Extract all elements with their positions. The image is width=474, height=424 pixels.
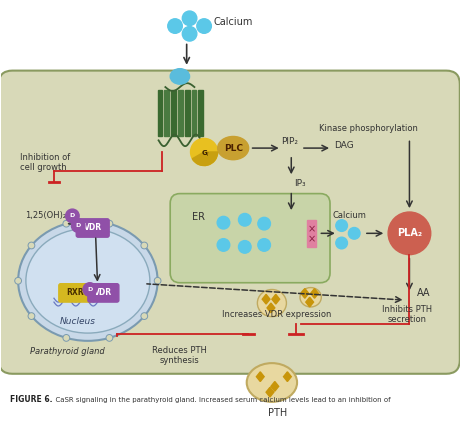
Circle shape — [388, 212, 431, 255]
Bar — [185, 90, 190, 137]
Text: Calcium: Calcium — [333, 212, 367, 220]
Text: D: D — [70, 213, 75, 218]
Bar — [171, 90, 176, 137]
Text: 1,25(OH)₂-D: 1,25(OH)₂-D — [25, 212, 75, 220]
Polygon shape — [310, 289, 319, 298]
Bar — [198, 90, 203, 137]
Polygon shape — [256, 372, 264, 382]
Polygon shape — [266, 388, 274, 397]
Circle shape — [197, 19, 211, 33]
Polygon shape — [306, 297, 313, 307]
Circle shape — [63, 335, 70, 341]
Text: Increases VDR expression: Increases VDR expression — [222, 310, 331, 319]
FancyBboxPatch shape — [59, 284, 92, 302]
Text: D: D — [75, 223, 81, 228]
Text: Parathyroid gland: Parathyroid gland — [30, 347, 104, 356]
Ellipse shape — [170, 69, 190, 84]
Text: FIGURE 6.: FIGURE 6. — [10, 396, 53, 404]
Text: VDR: VDR — [94, 288, 112, 297]
Circle shape — [72, 219, 85, 232]
Circle shape — [238, 213, 251, 226]
Circle shape — [217, 239, 230, 251]
Polygon shape — [262, 294, 270, 304]
Circle shape — [217, 216, 230, 229]
Circle shape — [182, 11, 197, 25]
FancyBboxPatch shape — [170, 194, 330, 283]
Text: PIP₂: PIP₂ — [282, 137, 299, 146]
Circle shape — [191, 138, 218, 165]
Polygon shape — [283, 372, 291, 382]
Text: PTH: PTH — [268, 407, 287, 418]
Text: Inhibition of
cell growth: Inhibition of cell growth — [20, 153, 70, 172]
Ellipse shape — [257, 290, 286, 317]
Bar — [178, 90, 183, 137]
Circle shape — [258, 239, 271, 251]
Text: CaSR signaling in the parathyroid gland. Increased serum calcium levels lead to : CaSR signaling in the parathyroid gland.… — [51, 397, 391, 403]
Circle shape — [83, 283, 97, 296]
Ellipse shape — [26, 229, 150, 333]
Circle shape — [336, 220, 347, 232]
Text: ER: ER — [191, 212, 204, 222]
Circle shape — [238, 240, 251, 253]
FancyBboxPatch shape — [0, 71, 460, 374]
Text: D: D — [87, 287, 92, 292]
Polygon shape — [272, 294, 280, 304]
Bar — [158, 90, 163, 137]
Polygon shape — [271, 382, 279, 391]
Ellipse shape — [246, 363, 297, 402]
Text: AA: AA — [417, 288, 431, 298]
FancyBboxPatch shape — [76, 219, 109, 237]
Circle shape — [15, 277, 21, 284]
Ellipse shape — [18, 221, 158, 341]
Wedge shape — [192, 152, 218, 165]
Bar — [191, 90, 196, 137]
Circle shape — [154, 277, 161, 284]
Bar — [307, 220, 317, 247]
Text: G$_i$: G$_i$ — [201, 149, 210, 159]
Text: Reduces PTH
synthesis: Reduces PTH synthesis — [153, 346, 207, 365]
Text: Calcium: Calcium — [214, 17, 253, 27]
FancyBboxPatch shape — [88, 284, 119, 302]
Text: ×: × — [308, 224, 316, 234]
Text: RXR: RXR — [66, 288, 84, 297]
Text: IP₃: IP₃ — [294, 179, 306, 188]
Circle shape — [258, 218, 271, 230]
Bar — [164, 90, 169, 137]
Text: PLA₂: PLA₂ — [397, 229, 422, 238]
Text: VDR: VDR — [83, 223, 102, 232]
Polygon shape — [301, 289, 309, 298]
Circle shape — [168, 19, 182, 33]
Circle shape — [141, 312, 148, 319]
Text: Inhibits PTH
secretion: Inhibits PTH secretion — [383, 305, 433, 324]
Ellipse shape — [300, 287, 321, 307]
Circle shape — [28, 242, 35, 249]
Circle shape — [106, 220, 113, 227]
Ellipse shape — [218, 137, 249, 160]
Circle shape — [141, 242, 148, 249]
Circle shape — [28, 312, 35, 319]
Text: ×: × — [308, 234, 316, 244]
Circle shape — [106, 335, 113, 341]
Circle shape — [63, 220, 70, 227]
Circle shape — [336, 237, 347, 249]
Text: Nucleus: Nucleus — [60, 317, 96, 326]
Circle shape — [182, 27, 197, 41]
Polygon shape — [267, 303, 275, 313]
Circle shape — [348, 228, 360, 239]
Text: Kinase phosphorylation: Kinase phosphorylation — [319, 124, 418, 133]
Circle shape — [65, 209, 79, 223]
Text: DAG: DAG — [334, 141, 354, 150]
Text: PLC: PLC — [224, 144, 243, 153]
